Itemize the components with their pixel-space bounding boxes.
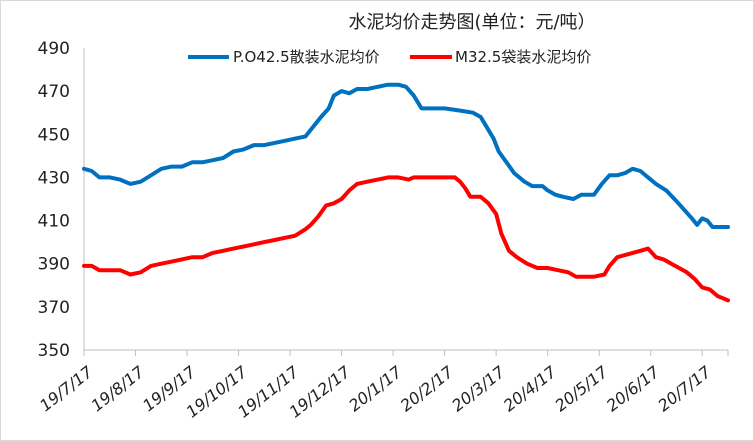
- legend: P.O42.5散装水泥均价 M32.5袋装水泥均价: [188, 48, 591, 66]
- y-tick-label: 470: [38, 82, 70, 102]
- y-tick-label: 450: [38, 125, 70, 145]
- x-tick-label: 19/7/17: [36, 362, 97, 415]
- x-tick-label: 20/7/17: [654, 362, 715, 415]
- y-tick-label: 490: [38, 39, 70, 59]
- legend-label-po425: P.O42.5散装水泥均价: [233, 48, 380, 66]
- x-tick-label: 20/6/17: [603, 362, 664, 415]
- y-tick-label: 390: [38, 255, 70, 275]
- x-tick-label: 20/3/17: [448, 362, 509, 415]
- y-tick-labels: 350 370 390 410 430 450 470 490: [38, 39, 70, 361]
- series-line-po425: [82, 82, 730, 229]
- x-tick-label: 20/1/17: [345, 362, 406, 415]
- x-tick-label: 20/4/17: [500, 362, 561, 415]
- y-tick-label: 350: [38, 341, 70, 361]
- x-tick-label: 20/5/17: [551, 362, 612, 415]
- series-line-m325: [82, 175, 730, 303]
- y-tick-label: 410: [38, 212, 70, 232]
- x-tick-labels: 19/7/1719/8/1719/9/1719/10/1719/11/1719/…: [36, 362, 715, 422]
- legend-label-m325: M32.5袋装水泥均价: [455, 48, 591, 66]
- y-tick-label: 430: [38, 168, 70, 188]
- x-tick-label: 19/8/17: [88, 362, 149, 415]
- x-tick-marks: [83, 350, 729, 356]
- chart-title: 水泥均价走势图(单位：元/吨）: [348, 12, 595, 33]
- series-lines: [82, 82, 730, 303]
- y-tick-label: 370: [38, 298, 70, 318]
- x-tick-label: 20/2/17: [397, 362, 458, 415]
